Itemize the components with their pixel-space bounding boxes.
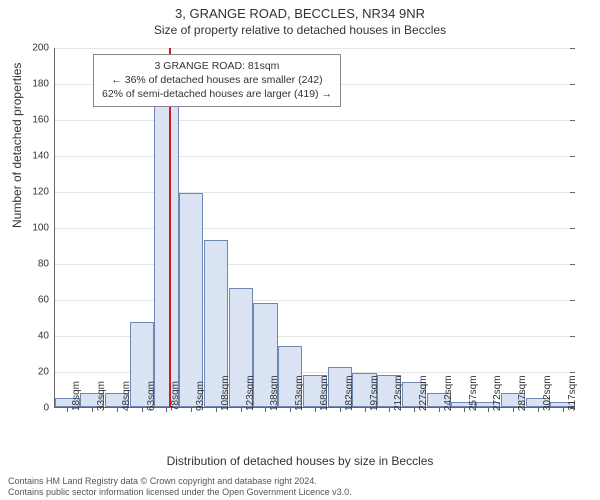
y-tick-label: 80 — [38, 259, 55, 270]
y-tick-mark — [570, 336, 575, 337]
footer-line-2: Contains public sector information licen… — [8, 487, 352, 498]
chart-wrapper: 3, GRANGE ROAD, BECCLES, NR34 9NR Size o… — [0, 0, 600, 500]
x-tick-mark — [241, 407, 242, 412]
y-tick-mark — [570, 264, 575, 265]
y-tick-mark — [570, 120, 575, 121]
x-tick-mark — [67, 407, 68, 412]
y-tick-label: 140 — [32, 151, 55, 162]
gridline — [55, 156, 574, 157]
x-tick-mark — [414, 407, 415, 412]
y-tick-mark — [570, 300, 575, 301]
plot-region: 02040608010012014016018020018sqm33sqm48s… — [54, 48, 574, 408]
bar — [154, 83, 178, 407]
y-tick-label: 180 — [32, 79, 55, 90]
gridline — [55, 264, 574, 265]
x-tick-mark — [563, 407, 564, 412]
x-tick-mark — [290, 407, 291, 412]
x-tick-mark — [439, 407, 440, 412]
y-tick-mark — [570, 228, 575, 229]
annotation-line: ← 36% of detached houses are smaller (24… — [102, 73, 332, 87]
chart-area: 02040608010012014016018020018sqm33sqm48s… — [54, 48, 574, 408]
y-tick-label: 160 — [32, 115, 55, 126]
x-axis-label: Distribution of detached houses by size … — [0, 454, 600, 468]
y-tick-label: 100 — [32, 223, 55, 234]
gridline — [55, 300, 574, 301]
x-tick-mark — [315, 407, 316, 412]
y-tick-mark — [570, 48, 575, 49]
y-tick-label: 0 — [43, 403, 55, 414]
x-tick-mark — [389, 407, 390, 412]
x-tick-mark — [92, 407, 93, 412]
x-tick-mark — [191, 407, 192, 412]
x-tick-mark — [488, 407, 489, 412]
gridline — [55, 228, 574, 229]
x-tick-mark — [365, 407, 366, 412]
chart-subtitle: Size of property relative to detached ho… — [0, 21, 600, 37]
y-tick-mark — [570, 84, 575, 85]
y-tick-label: 60 — [38, 295, 55, 306]
x-tick-mark — [513, 407, 514, 412]
x-tick-mark — [340, 407, 341, 412]
chart-title: 3, GRANGE ROAD, BECCLES, NR34 9NR — [0, 0, 600, 21]
x-tick-label: 317sqm — [567, 375, 578, 411]
y-tick-mark — [570, 192, 575, 193]
bar — [179, 193, 203, 407]
y-tick-label: 20 — [38, 367, 55, 378]
gridline — [55, 192, 574, 193]
gridline — [55, 48, 574, 49]
y-tick-label: 120 — [32, 187, 55, 198]
annotation-line: 62% of semi-detached houses are larger (… — [102, 87, 332, 101]
footer-line-1: Contains HM Land Registry data © Crown c… — [8, 476, 352, 487]
x-tick-mark — [464, 407, 465, 412]
x-tick-mark — [142, 407, 143, 412]
annotation-line: 3 GRANGE ROAD: 81sqm — [102, 59, 332, 73]
x-tick-mark — [216, 407, 217, 412]
footer-attribution: Contains HM Land Registry data © Crown c… — [8, 476, 352, 499]
y-tick-mark — [570, 156, 575, 157]
y-tick-mark — [570, 372, 575, 373]
x-tick-mark — [117, 407, 118, 412]
x-tick-mark — [538, 407, 539, 412]
y-axis-label: Number of detached properties — [10, 63, 24, 228]
x-tick-mark — [166, 407, 167, 412]
x-tick-mark — [265, 407, 266, 412]
annotation-box: 3 GRANGE ROAD: 81sqm← 36% of detached ho… — [93, 54, 341, 107]
y-tick-label: 200 — [32, 43, 55, 54]
y-tick-label: 40 — [38, 331, 55, 342]
gridline — [55, 120, 574, 121]
